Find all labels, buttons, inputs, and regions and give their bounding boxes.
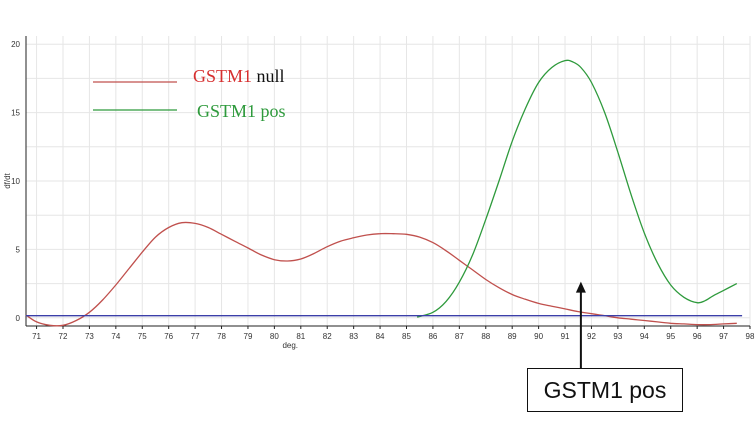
y-tick-label-15: 15 <box>11 109 20 118</box>
x-tick-label-77: 77 <box>191 332 200 341</box>
legend-label-pos: GSTM1 pos <box>197 101 286 121</box>
legend-gene-null: GSTM1 <box>193 66 252 86</box>
x-tick-label-71: 71 <box>32 332 41 341</box>
x-tick-label-87: 87 <box>455 332 464 341</box>
x-tick-label-76: 76 <box>164 332 173 341</box>
x-tick-label-88: 88 <box>481 332 490 341</box>
callout-arrow-head <box>575 281 586 293</box>
x-tick-label-79: 79 <box>244 332 253 341</box>
x-tick-label-83: 83 <box>349 332 358 341</box>
series-lines <box>25 59 743 327</box>
y-tick-labels: 0 5 10 15 20 <box>11 40 20 323</box>
x-tick-label-80: 80 <box>270 332 279 341</box>
x-tick-label-92: 92 <box>587 332 596 341</box>
legend-label-null: GSTM1 null <box>193 66 285 86</box>
x-tick-label-86: 86 <box>428 332 437 341</box>
y-axis-title: df/dt <box>3 172 12 188</box>
x-axis-title: deg. <box>282 341 298 350</box>
x-tick-label-89: 89 <box>508 332 517 341</box>
grid-lines <box>26 36 751 326</box>
y-tick-label-10: 10 <box>11 177 20 186</box>
x-tick-label-75: 75 <box>138 332 147 341</box>
axes <box>25 36 750 327</box>
callout-label: GSTM1 pos <box>543 376 667 403</box>
callout-arrow <box>575 281 586 368</box>
y-tick-label-0: 0 <box>16 314 21 323</box>
x-tick-label-72: 72 <box>59 332 68 341</box>
x-tick-label-93: 93 <box>613 332 622 341</box>
legend-gene-pos: GSTM1 <box>197 101 256 121</box>
legend-suffix-pos: pos <box>256 101 286 121</box>
x-tick-label-85: 85 <box>402 332 411 341</box>
x-tick-label-95: 95 <box>666 332 675 341</box>
series-line-null <box>25 221 737 327</box>
y-tick-label-20: 20 <box>11 40 20 49</box>
x-tick-label-84: 84 <box>376 332 385 341</box>
y-tick-label-5: 5 <box>16 245 21 254</box>
x-tick-label-97: 97 <box>719 332 728 341</box>
x-tick-labels: 71 72 73 74 75 76 77 78 79 80 81 82 83 84 85 86 87 88 89 90… <box>32 326 755 341</box>
x-tick-label-98: 98 <box>746 332 755 341</box>
legend-suffix-null: null <box>252 66 285 86</box>
x-tick-label-81: 81 <box>296 332 305 341</box>
callout-label-box: GSTM1 pos <box>527 368 683 412</box>
x-tick-label-94: 94 <box>640 332 649 341</box>
x-tick-label-90: 90 <box>534 332 543 341</box>
x-tick-label-82: 82 <box>323 332 332 341</box>
x-tick-label-96: 96 <box>693 332 702 341</box>
x-tick-label-73: 73 <box>85 332 94 341</box>
x-tick-label-91: 91 <box>561 332 570 341</box>
x-tick-label-78: 78 <box>217 332 226 341</box>
series-line-pos <box>416 59 738 318</box>
x-tick-label-74: 74 <box>111 332 120 341</box>
